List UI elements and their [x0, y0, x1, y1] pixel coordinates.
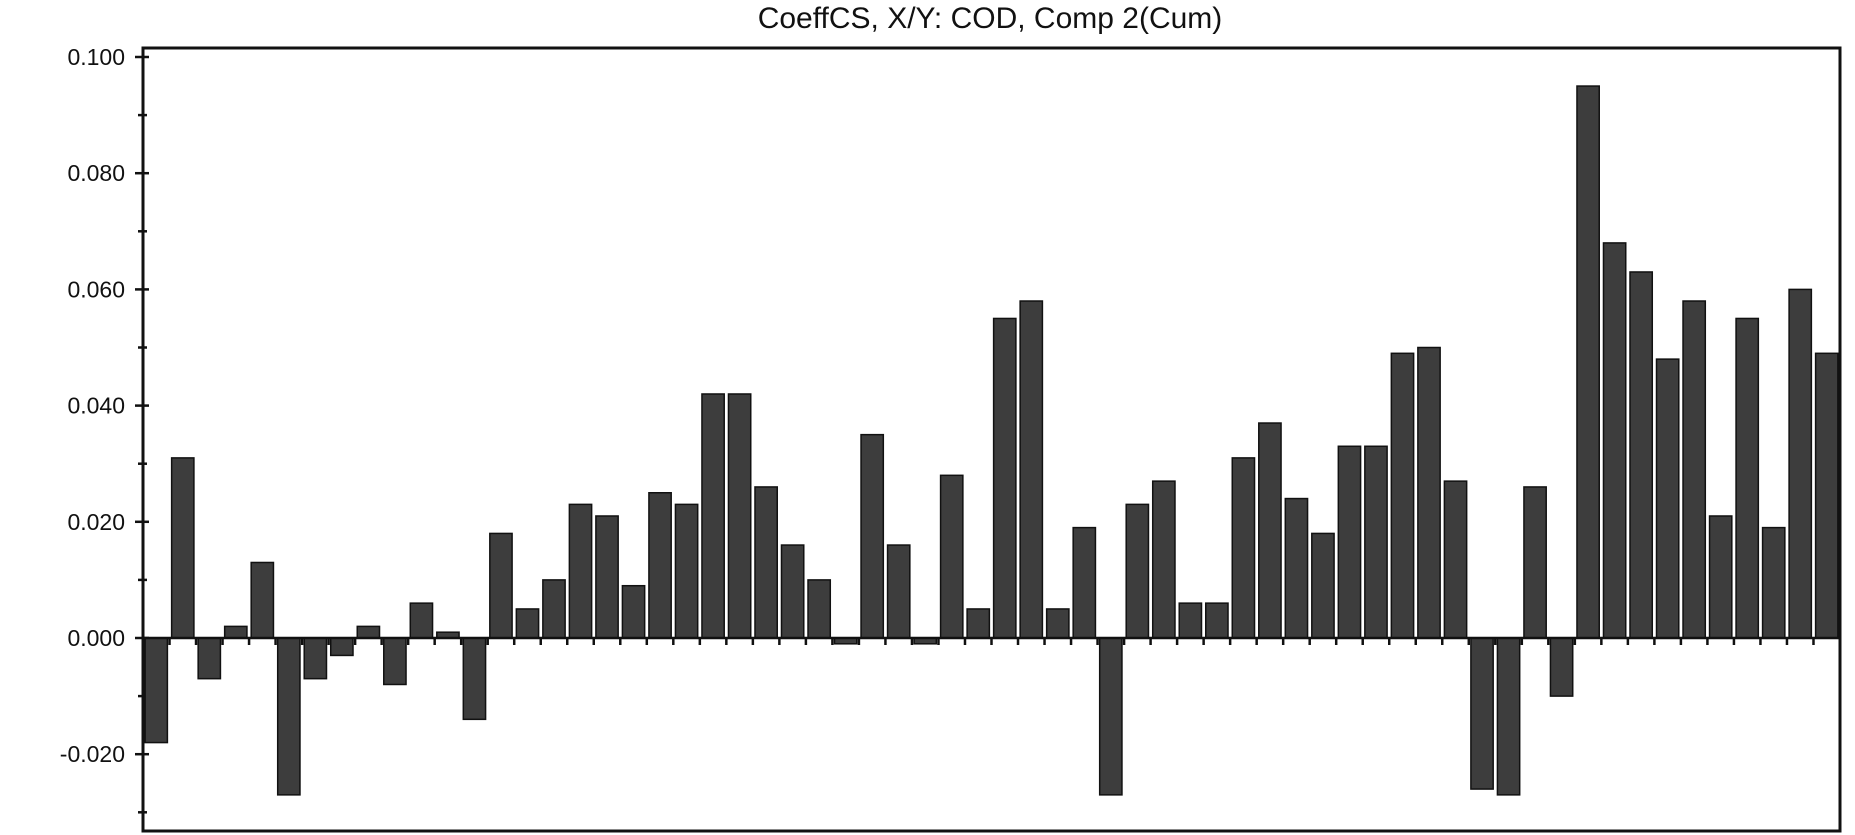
bar	[780, 544, 805, 639]
bar	[1549, 637, 1574, 697]
bar	[727, 393, 752, 639]
bar	[1417, 346, 1441, 639]
bar	[542, 579, 566, 639]
y-tick-label: -0.020	[60, 741, 125, 767]
bar	[144, 637, 169, 744]
y-tick-label: 0.080	[67, 160, 125, 186]
y-tick-label: 0.020	[67, 509, 125, 535]
chart-title: CoeffCS, X/Y: COD, Comp 2(Cum)	[758, 2, 1223, 35]
bar	[489, 532, 513, 639]
bar	[966, 608, 991, 639]
bar	[1470, 637, 1494, 790]
bar	[1576, 85, 1600, 639]
bar	[303, 637, 328, 680]
bar	[1019, 300, 1044, 639]
bar	[754, 486, 779, 639]
bar	[674, 503, 699, 639]
bar	[1443, 480, 1468, 639]
y-axis: -0.020 0.000 0.020 0.040 0.060 0.080 0.100	[60, 44, 149, 814]
bar	[515, 608, 540, 639]
bar	[383, 637, 407, 686]
bar	[595, 515, 619, 639]
bar	[1337, 445, 1362, 639]
bar	[886, 544, 911, 639]
x-axis	[141, 636, 1842, 645]
bar	[1814, 352, 1839, 639]
bar	[1125, 503, 1150, 639]
bar	[1284, 497, 1309, 639]
bar	[356, 625, 381, 639]
bar	[1390, 352, 1415, 639]
bar	[1761, 526, 1786, 639]
bar	[1602, 242, 1627, 639]
bar	[1523, 486, 1547, 639]
bar	[1045, 608, 1070, 639]
bar	[1204, 602, 1229, 639]
y-tick-label: 0.040	[67, 393, 125, 419]
bar	[621, 584, 646, 639]
y-tick-label: 0.100	[67, 44, 125, 70]
y-tick-label: 0.000	[67, 625, 125, 651]
bar	[462, 637, 487, 721]
bar	[1629, 271, 1654, 639]
bars	[144, 85, 1839, 796]
bar	[1364, 445, 1388, 639]
bar	[1682, 300, 1707, 639]
bar	[992, 317, 1017, 639]
bar	[701, 393, 725, 639]
bar	[860, 433, 885, 639]
bar	[939, 474, 964, 639]
bar	[568, 503, 593, 639]
bar	[276, 637, 301, 796]
bar	[648, 492, 672, 639]
bar	[1258, 422, 1282, 639]
bar	[1708, 515, 1733, 639]
y-tick-label: 0.060	[67, 276, 125, 302]
bar	[223, 625, 248, 639]
bar	[1311, 532, 1335, 639]
bar	[1151, 480, 1176, 639]
plot-frame	[141, 46, 1842, 833]
bar	[250, 561, 275, 639]
bar	[1072, 526, 1097, 639]
bar	[1788, 288, 1813, 639]
bar	[329, 637, 354, 657]
bar	[1098, 637, 1123, 796]
bar	[1231, 457, 1256, 639]
bar	[1655, 358, 1680, 639]
bar	[409, 602, 434, 639]
bar	[1178, 602, 1203, 639]
bar	[807, 579, 832, 639]
bar	[1496, 637, 1521, 796]
bar	[197, 637, 222, 680]
bar	[1735, 317, 1760, 639]
bar	[170, 457, 195, 639]
